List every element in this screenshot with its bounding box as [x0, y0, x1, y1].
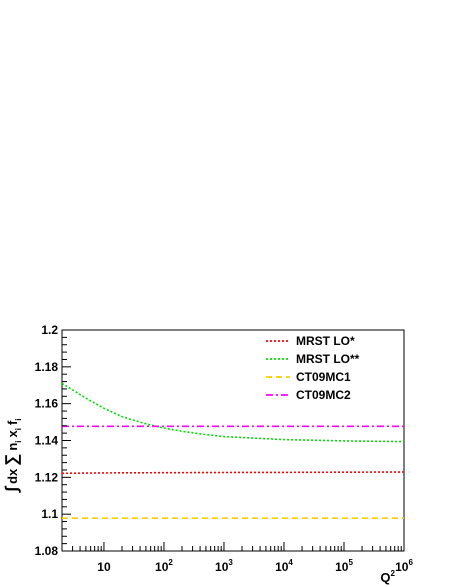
- y-tick-label: 1.1: [41, 507, 58, 521]
- legend-label-3: CT09MC2: [296, 388, 351, 402]
- y-tick-label: 1.14: [35, 434, 59, 448]
- x-tick-label: 10: [97, 560, 111, 574]
- x-tick-label: 106: [395, 558, 413, 574]
- y-tick-label: 1.18: [35, 360, 59, 374]
- series-line-0: [61, 471, 405, 475]
- y-tick-label: 1.08: [35, 544, 59, 558]
- series-line-1: [61, 382, 405, 443]
- x-tick-label: 103: [215, 558, 233, 574]
- y-tick-label: 1.2: [41, 323, 58, 337]
- y-axis-title: ∫dx∑nixifi: [2, 418, 23, 493]
- legend-label-1: MRST LO**: [296, 352, 360, 366]
- x-axis-title: Q2: [380, 569, 395, 585]
- x-tick-label: 105: [335, 558, 353, 574]
- legend-label-0: MRST LO*: [296, 334, 355, 348]
- x-tick-label: 102: [155, 558, 173, 574]
- x-tick-label: 104: [275, 558, 293, 574]
- y-tick-label: 1.16: [35, 397, 59, 411]
- legend-label-2: CT09MC1: [296, 370, 351, 384]
- y-tick-label: 1.12: [35, 470, 59, 484]
